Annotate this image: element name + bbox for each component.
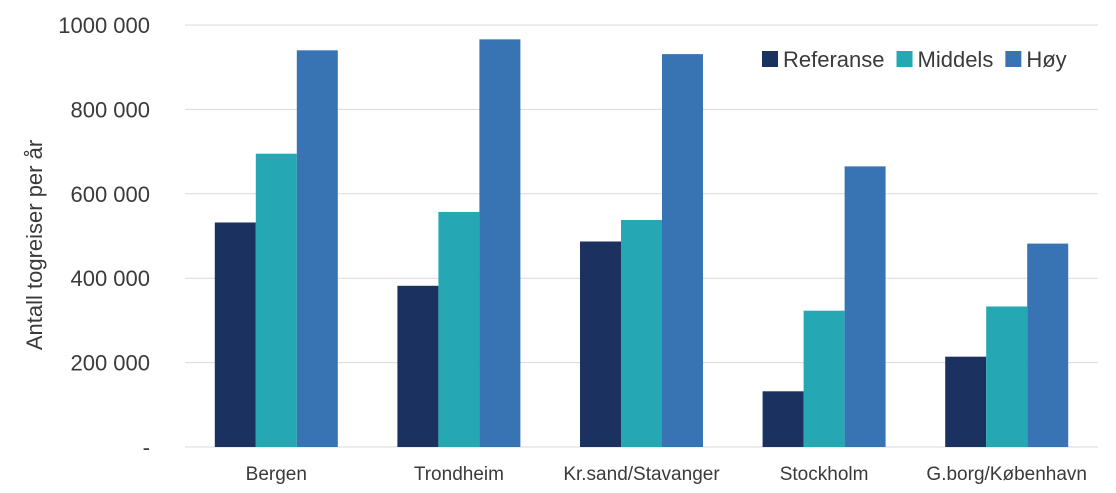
bar-h-y-3 (662, 54, 703, 447)
bar-h-y-2 (479, 39, 521, 448)
x-category-label: Stockholm (780, 464, 869, 485)
bar-middels-5 (986, 306, 1028, 447)
bar-middels-2 (438, 211, 480, 447)
x-category-label: G.borg/København (926, 464, 1087, 485)
bar-h-y-4 (844, 166, 886, 447)
x-category-label: Bergen (246, 464, 307, 485)
y-tick-label: 800 000 (70, 97, 150, 122)
legend: Referanse Middels Høy (762, 47, 1067, 72)
y-axis-title: Antall togreiser per år (22, 140, 47, 350)
bar-referanse-4 (762, 391, 804, 447)
legend-swatch (1005, 51, 1022, 67)
bar-referanse-3 (580, 241, 621, 447)
bar-referanse-1 (214, 222, 256, 447)
y-tick-label: 400 000 (70, 266, 150, 291)
legend-label: Middels (918, 47, 994, 72)
bar-middels-4 (803, 310, 845, 447)
bar-h-y-1 (296, 50, 338, 447)
x-axis-categories: Bergen Trondheim Kr.sand/Stavanger Stockhol… (246, 464, 1087, 485)
bar-middels-1 (255, 153, 297, 447)
x-category-label: Kr.sand/Stavanger (563, 464, 720, 485)
y-axis-ticks: - 200 000 400 000 600 000 800 000 1000 000 (58, 13, 150, 460)
legend-label: Høy (1026, 47, 1066, 72)
bar-referanse-2 (397, 285, 439, 447)
legend-swatch (896, 51, 913, 67)
legend-swatch (762, 51, 778, 67)
bar-h-y-5 (1027, 243, 1069, 447)
y-tick-label: 600 000 (70, 182, 150, 207)
y-tick-label: - (143, 435, 150, 460)
bar-referanse-5 (945, 356, 987, 447)
y-tick-label: 200 000 (70, 351, 150, 376)
legend-label: Referanse (783, 47, 885, 72)
x-category-label: Trondheim (414, 464, 504, 485)
y-tick-label: 1000 000 (58, 13, 150, 38)
bars (214, 39, 1069, 448)
bar-middels-3 (621, 219, 662, 447)
